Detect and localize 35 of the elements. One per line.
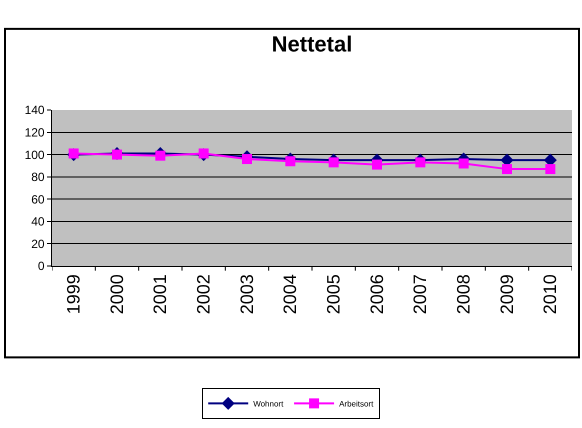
y-tick-label: 120 xyxy=(24,125,45,140)
point xyxy=(502,164,512,174)
point xyxy=(458,158,469,168)
x-tick-label: 2006 xyxy=(366,274,387,314)
x-tick-label: 2010 xyxy=(540,274,560,314)
point xyxy=(285,156,296,166)
x-tick-label: 2005 xyxy=(324,274,344,314)
point xyxy=(155,150,166,161)
x-tick-label: 2004 xyxy=(280,274,300,314)
y-tick-label: 0 xyxy=(38,259,45,274)
legend-label: Wohnort xyxy=(253,400,284,408)
legend-label: Arbeitsort xyxy=(339,400,374,408)
point xyxy=(545,164,556,174)
y-tick-label: 20 xyxy=(31,236,45,251)
y-tick-label: 60 xyxy=(31,192,45,206)
point xyxy=(198,148,209,158)
point xyxy=(242,154,252,164)
x-tick-label: 2007 xyxy=(410,274,430,314)
y-tick-label: 80 xyxy=(31,170,45,184)
y-tick-label: 100 xyxy=(24,148,45,162)
x-tick-label: 2001 xyxy=(150,274,170,314)
point xyxy=(372,160,382,170)
point xyxy=(112,150,122,160)
x-tick-label: 2008 xyxy=(454,274,474,314)
y-tick-label: 40 xyxy=(31,214,45,229)
x-tick-label: 2000 xyxy=(106,274,127,314)
y-tick-label: 140 xyxy=(24,103,45,118)
x-tick-label: 1999 xyxy=(64,274,84,314)
point xyxy=(415,157,426,168)
point xyxy=(328,157,339,168)
x-tick-label: 2009 xyxy=(496,274,517,314)
chart-title: Nettetal xyxy=(272,32,352,57)
x-tick-label: 2003 xyxy=(236,274,257,314)
point xyxy=(68,148,79,158)
x-tick-label: 2002 xyxy=(194,274,214,314)
